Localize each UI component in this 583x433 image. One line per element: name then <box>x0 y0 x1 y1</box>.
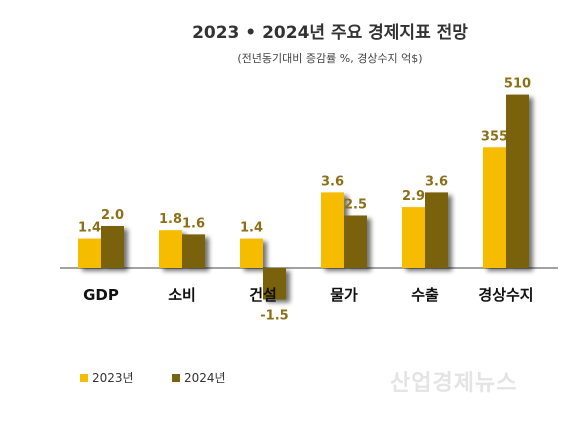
bar-소비-2024년 <box>182 234 205 268</box>
bar-물가-2023년 <box>321 192 344 268</box>
watermark: 산업경제뉴스 <box>390 371 518 396</box>
bar-GDP-2024년 <box>101 226 124 268</box>
data-label: 1.4 <box>240 221 263 236</box>
data-label: -1.5 <box>260 309 288 324</box>
data-label: 2.9 <box>402 189 425 204</box>
data-label: 3.6 <box>425 174 448 189</box>
legend-swatch-2024년 <box>172 374 180 382</box>
data-label: 1.6 <box>182 216 205 231</box>
bar-소비-2023년 <box>159 230 182 268</box>
bar-경상수지-2023년 <box>483 147 506 268</box>
x-tick-label: 소비 <box>168 286 196 304</box>
bar-GDP-2023년 <box>78 238 101 268</box>
bar-물가-2024년 <box>344 215 367 268</box>
legend-label: 2024년 <box>184 371 226 385</box>
bar-수출-2023년 <box>402 207 425 268</box>
chart-subtitle: (전년동기대비 증감률 %, 경상수지 억$) <box>237 52 423 65</box>
legend-label: 2023년 <box>92 371 134 385</box>
x-tick-label: 물가 <box>330 286 358 304</box>
data-label: 1.8 <box>159 212 182 227</box>
bar-건설-2023년 <box>240 238 263 268</box>
data-label: 510 <box>504 77 531 92</box>
data-label: 2.5 <box>344 198 367 213</box>
chart-title: 2023 • 2024년 주요 경제지표 전망 <box>192 23 468 43</box>
x-tick-label: 수출 <box>411 286 439 304</box>
legend-swatch-2023년 <box>80 374 88 382</box>
x-tick-label: 건설 <box>249 286 277 304</box>
bar-경상수지-2024년 <box>506 94 529 268</box>
data-label: 3.6 <box>321 174 344 189</box>
bar-건설-2024년 <box>263 268 286 300</box>
x-tick-label: 경상수지 <box>478 286 533 304</box>
data-label: 2.0 <box>101 208 124 223</box>
bar-수출-2024년 <box>425 192 448 268</box>
x-tick-label: GDP <box>83 286 119 304</box>
data-label: 1.4 <box>78 221 101 236</box>
data-label: 355 <box>481 129 508 144</box>
